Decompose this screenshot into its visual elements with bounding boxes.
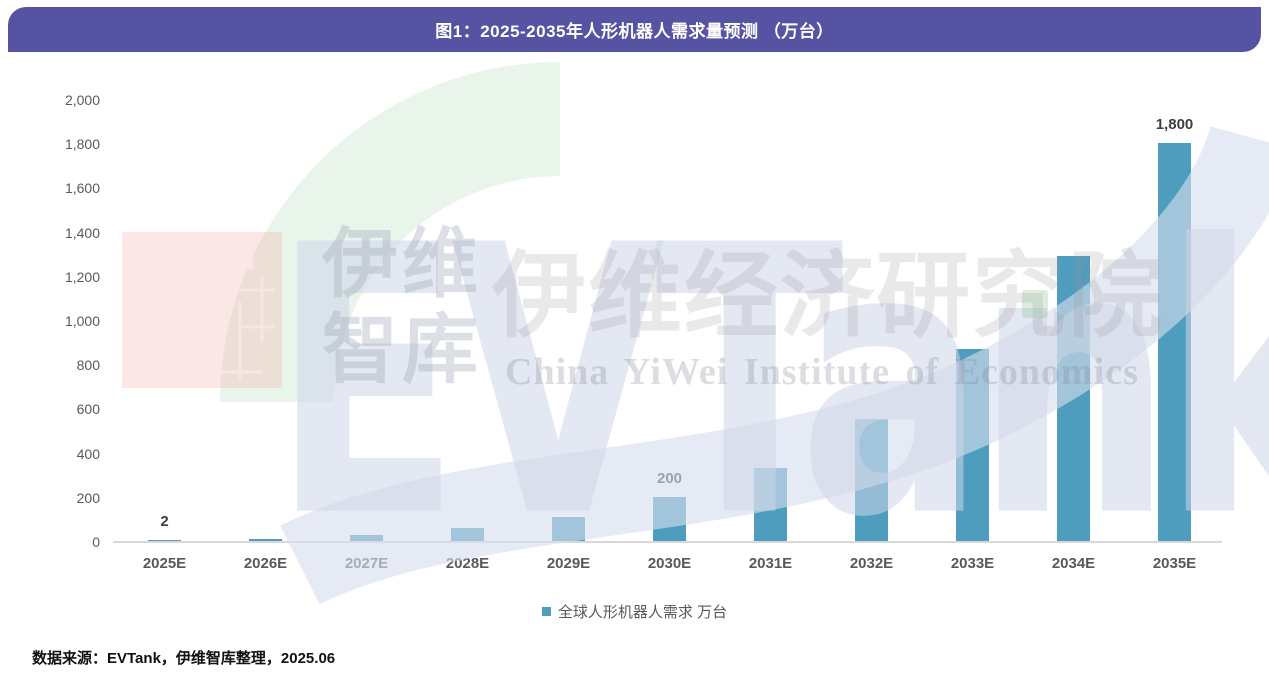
bar-2025E	[148, 540, 181, 541]
bar-2035E	[1158, 143, 1191, 541]
x-tick-label-2030E: 2030E	[647, 555, 692, 572]
data-label-2025E: 2	[160, 513, 169, 530]
x-tick-label-2029E: 2029E	[546, 555, 591, 572]
y-tick-label: 400	[76, 445, 100, 462]
source-note: 数据来源：EVTank，伊维智库整理，2025.06	[32, 650, 336, 667]
data-label-2035E: 1,800	[1155, 116, 1194, 134]
x-tick-label-2032E: 2032E	[849, 555, 894, 572]
x-tick-label-2028E: 2028E	[445, 555, 490, 572]
x-tick-label-2033E: 2033E	[950, 555, 995, 572]
x-tick-label-2026E: 2026E	[243, 555, 288, 572]
y-tick-label: 1,600	[64, 180, 100, 197]
y-tick-label: 1,800	[64, 136, 100, 153]
chart-title: 图1：2025-2035年人形机器人需求量预测 （万台）	[435, 22, 834, 41]
y-tick-label: 800	[76, 357, 100, 374]
bar-2034E	[1057, 255, 1090, 541]
bar-2030E	[653, 496, 686, 541]
bar-2027E	[350, 534, 383, 541]
y-tick-label: 1,200	[64, 268, 100, 285]
bar-2033E	[956, 348, 989, 541]
bar-2029E	[552, 516, 585, 541]
y-tick-label: 1,000	[64, 313, 100, 329]
bar-2032E	[855, 419, 888, 541]
x-tick-label-2035E: 2035E	[1152, 555, 1197, 572]
legend-swatch-icon	[541, 607, 551, 616]
legend-label: 全球人形机器人需求 万台	[557, 604, 728, 621]
data-label-2030E: 200	[656, 469, 683, 487]
legend: 全球人形机器人需求 万台	[0, 601, 1269, 622]
y-tick-label: 1,400	[64, 224, 100, 241]
y-tick-label: 0	[92, 534, 100, 550]
x-tick-label-2025E: 2025E	[142, 555, 187, 572]
bar-2031E	[754, 468, 787, 541]
bar-2028E	[451, 528, 484, 541]
bar-2026E	[249, 538, 282, 541]
x-tick-label-2034E: 2034E	[1051, 555, 1096, 572]
y-tick-label: 600	[76, 401, 100, 418]
x-tick-label-2027E: 2027E	[344, 555, 389, 572]
y-tick-label: 200	[76, 489, 100, 506]
x-tick-label-2031E: 2031E	[748, 555, 793, 572]
chart-region: 0 200 400 600 800 1,000 1,200 1,400 1,600 1,800 2,…	[0, 52, 1269, 684]
plot-area: 2 200 1,800	[113, 101, 1222, 543]
y-tick-label: 2,000	[64, 92, 100, 108]
title-banner: 图1：2025-2035年人形机器人需求量预测 （万台）	[8, 7, 1261, 52]
